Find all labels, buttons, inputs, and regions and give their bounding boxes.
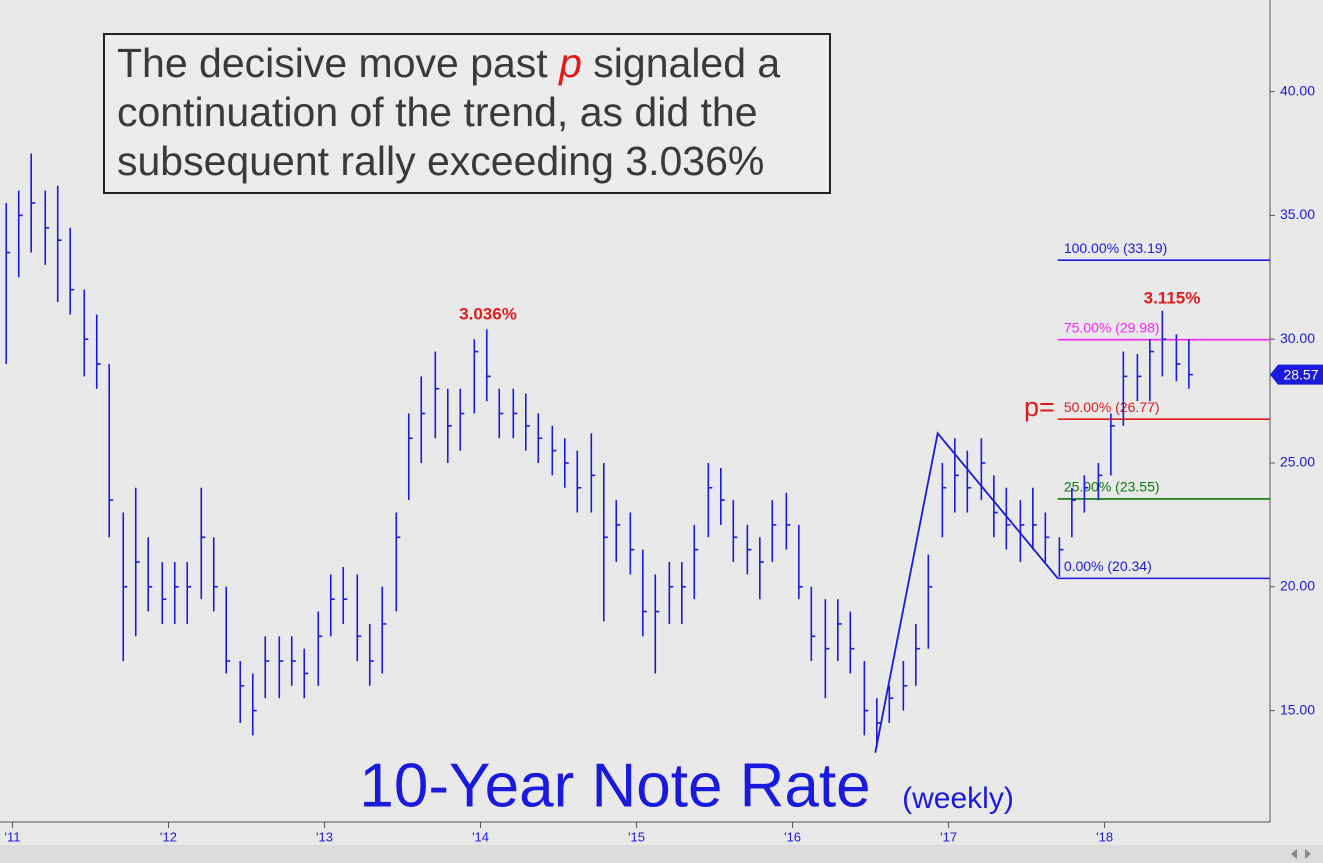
y-tick-label: 30.00 xyxy=(1280,330,1315,346)
x-tick-label: '11 xyxy=(4,829,20,844)
scroll-right[interactable] xyxy=(1305,849,1311,859)
level-label: 75.00% (29.98) xyxy=(1064,319,1160,335)
level-label: 0.00% (20.34) xyxy=(1064,558,1152,574)
price-tag-label: 28.57 xyxy=(1283,366,1318,382)
price-tag xyxy=(1270,364,1323,385)
axis-panel xyxy=(1270,0,1323,845)
x-tick-label: '18 xyxy=(1096,829,1113,844)
note-text: The decisive move past xyxy=(117,40,560,86)
trend-line xyxy=(874,431,1059,753)
level-label: 25.00% (23.55) xyxy=(1064,479,1160,495)
annotation: p= xyxy=(1024,392,1055,422)
level-label: 100.00% (33.19) xyxy=(1064,240,1168,256)
note-text: signaled a continuation of the trend, as… xyxy=(117,40,781,184)
chart-subtitle: (weekly) xyxy=(902,782,1014,815)
x-tick-label: '13 xyxy=(316,829,333,844)
annotation: 3.115% xyxy=(1144,288,1201,307)
y-tick-label: 40.00 xyxy=(1280,82,1315,98)
x-tick-label: '17 xyxy=(940,829,957,844)
y-tick-label: 15.00 xyxy=(1280,701,1315,717)
x-tick-label: '12 xyxy=(160,829,177,844)
chart-title: 10-Year Note Rate xyxy=(359,751,870,820)
note-highlight: p xyxy=(559,40,582,86)
x-tick-label: '15 xyxy=(628,829,645,844)
y-tick-label: 20.00 xyxy=(1280,577,1315,593)
y-tick-label: 25.00 xyxy=(1280,454,1315,470)
x-tick-label: '16 xyxy=(784,829,801,844)
level-label: 50.00% (26.77) xyxy=(1064,399,1160,415)
x-tick-label: '14 xyxy=(472,829,489,844)
annotation: 3.036% xyxy=(459,304,517,323)
note-box: The decisive move past p signaled a cont… xyxy=(103,33,831,194)
scroll-left[interactable] xyxy=(1291,849,1297,859)
scrollbar[interactable] xyxy=(0,845,1323,863)
y-tick-label: 35.00 xyxy=(1280,206,1315,222)
